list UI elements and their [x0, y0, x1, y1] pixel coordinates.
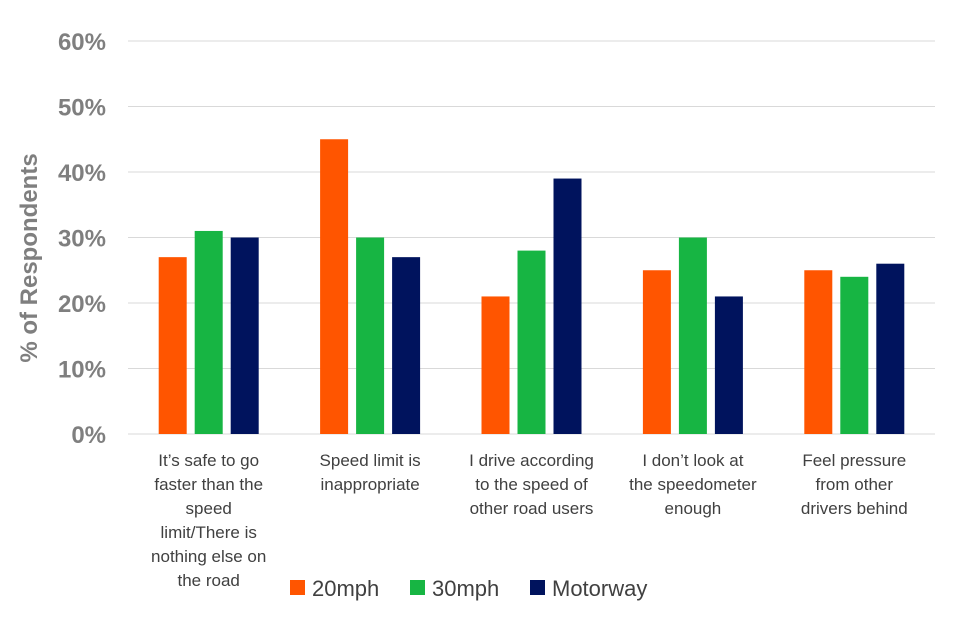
y-tick-label: 50%: [58, 95, 106, 122]
category-label: limit/There is: [161, 523, 257, 542]
bar-30mph-1: [356, 237, 385, 434]
category-label: the speedometer: [629, 475, 757, 494]
bar-Motorway-3: [714, 296, 743, 434]
category-labels: It’s safe to go faster than the speed limit…: [151, 451, 908, 590]
bar-20mph-3: [642, 270, 671, 434]
bar-30mph-2: [517, 250, 546, 434]
y-tick-label: 60%: [58, 29, 106, 56]
category-label: the road: [178, 571, 240, 590]
category-label: to the speed of: [475, 475, 588, 494]
category-label: inappropriate: [320, 475, 419, 494]
category-label: drivers behind: [801, 499, 908, 518]
legend-swatch-20mph: [290, 580, 305, 595]
bar-30mph-3: [678, 237, 707, 434]
category-label: other road users: [470, 499, 594, 518]
category-label: Feel pressure: [802, 451, 906, 470]
category-label: speed: [186, 499, 232, 518]
legend-swatch-Motorway: [530, 580, 545, 595]
category-label: faster than the: [154, 475, 263, 494]
bar-Motorway-4: [876, 263, 905, 434]
bar-20mph-2: [481, 296, 510, 434]
y-axis-ticks: 0% 10% 20% 30% 40% 50% 60%: [58, 29, 106, 449]
y-tick-label: 10%: [58, 357, 106, 384]
bar-Motorway-1: [392, 257, 421, 434]
category-label: from other: [816, 475, 894, 494]
bar-20mph-0: [158, 257, 187, 434]
category-label: It’s safe to go: [158, 451, 259, 470]
y-tick-label: 30%: [58, 226, 106, 253]
bar-Motorway-2: [553, 178, 582, 434]
y-tick-label: 20%: [58, 291, 106, 318]
legend: 20mph 30mph Motorway: [290, 576, 647, 601]
legend-label: 20mph: [312, 576, 379, 601]
category-label: nothing else on: [151, 547, 266, 566]
category-label: enough: [665, 499, 722, 518]
legend-label: Motorway: [552, 576, 647, 601]
legend-swatch-30mph: [410, 580, 425, 595]
bars: [158, 139, 905, 434]
bar-20mph-1: [320, 139, 349, 434]
category-label: I don’t look at: [642, 451, 743, 470]
category-label: I drive according: [469, 451, 594, 470]
bar-Motorway-0: [230, 237, 259, 434]
category-label: Speed limit is: [320, 451, 421, 470]
y-tick-label: 0%: [71, 422, 106, 449]
bar-30mph-4: [840, 276, 869, 434]
bar-30mph-0: [194, 230, 223, 434]
bar-20mph-4: [804, 270, 833, 434]
y-axis-label: % of Respondents: [16, 153, 43, 362]
legend-label: 30mph: [432, 576, 499, 601]
y-tick-label: 40%: [58, 160, 106, 187]
